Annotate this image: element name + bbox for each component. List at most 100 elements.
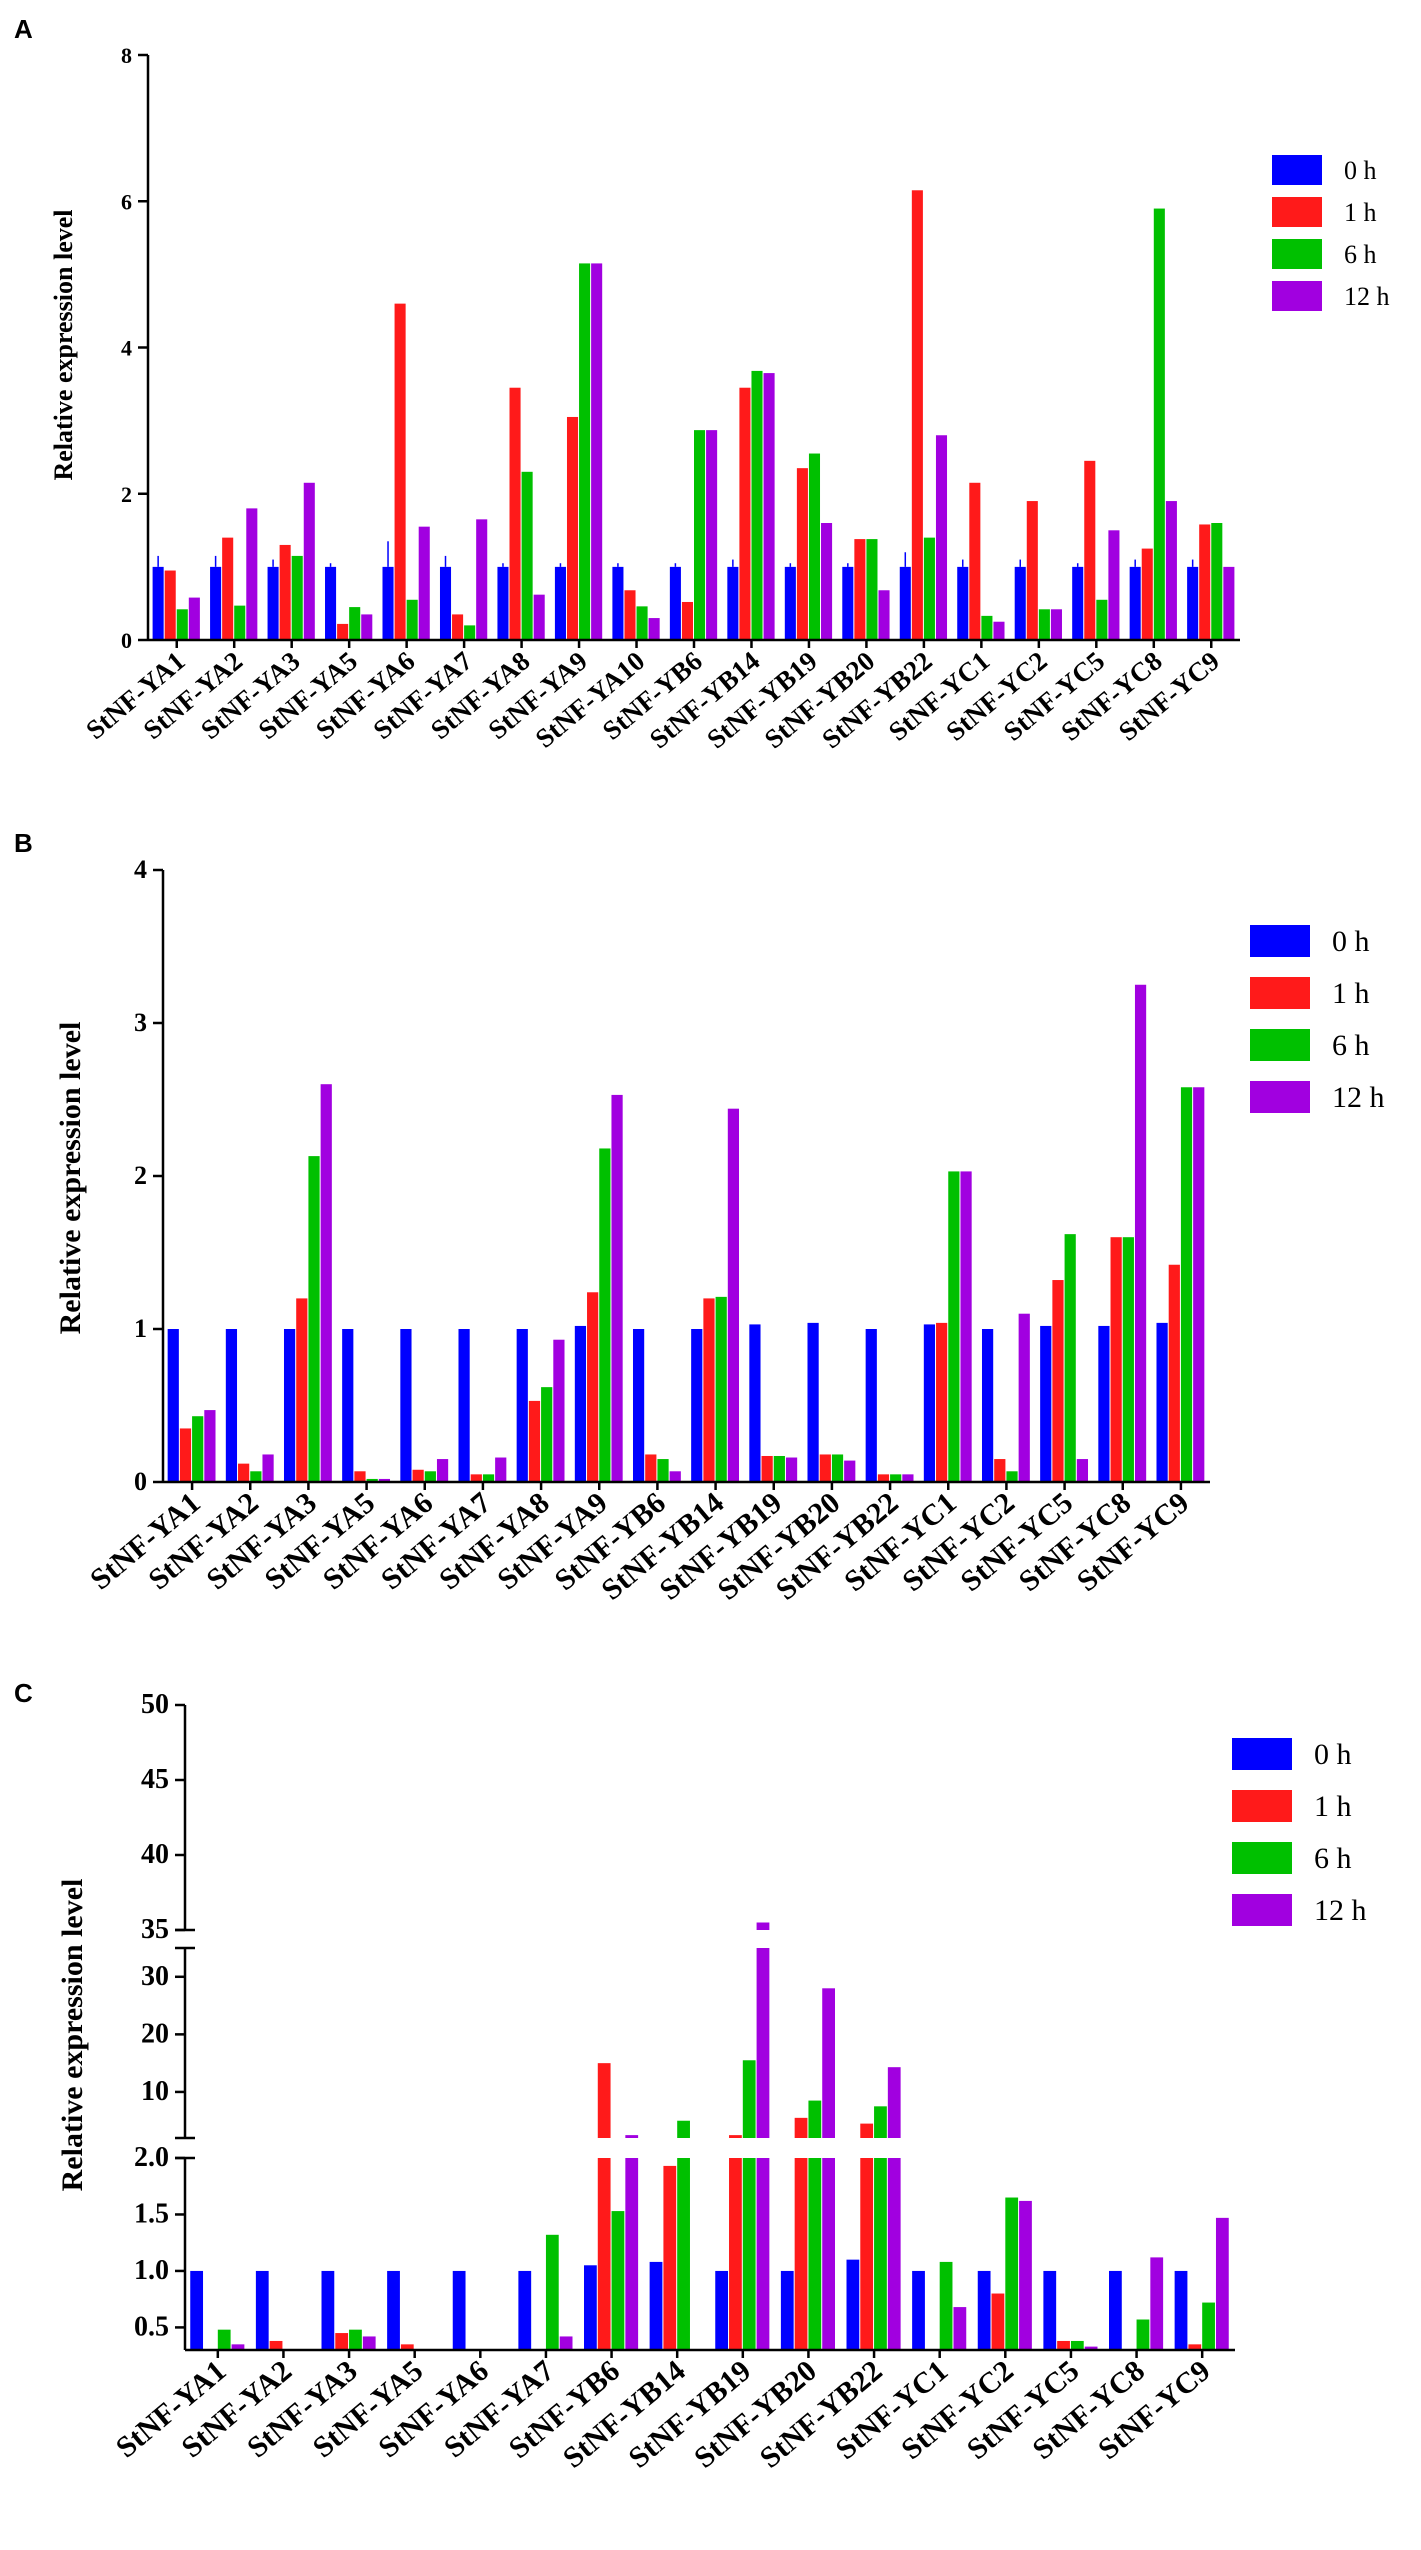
bar-1h-StNF-YC5 (1052, 1280, 1064, 1482)
bar-12h-StNF-YA5 (361, 614, 373, 640)
bar-1h-StNF-YC2 (1026, 501, 1038, 640)
bar-12h-StNF-YB6 (706, 430, 718, 640)
bar-6h-StNF-YA2 (234, 605, 246, 640)
y-tick-label: 0.5 (134, 2311, 169, 2342)
bar-1h-StNF-YB6 (597, 2158, 611, 2350)
bar-0h-StNF-YA5 (342, 1329, 354, 1482)
bar-6h-StNF-YB22 (923, 537, 935, 641)
y-tick-label: 10 (141, 2076, 169, 2107)
bar-12h-StNF-YC5 (1076, 1459, 1089, 1482)
bar-6h-StNF-YA8 (521, 471, 533, 640)
bar-12h-StNF-YC1 (993, 621, 1005, 640)
bar-6h-StNF-YC8 (1122, 1237, 1134, 1482)
legend-swatch-1h (1272, 197, 1322, 227)
bar-12h-StNF-YC8 (1134, 984, 1147, 1482)
bar-6h-StNF-YB14 (715, 1296, 727, 1482)
bar-0h-StNF-YA2 (225, 1329, 238, 1482)
bar-1h-StNF-YA8 (528, 1400, 541, 1482)
bar-6h-StNF-YB6 (657, 1459, 669, 1482)
bar-6h-StNF-YB6 (611, 2211, 625, 2350)
bar-1h-StNF-YA3 (296, 1298, 308, 1482)
bar-1h-StNF-YC8 (1110, 1237, 1122, 1482)
y-tick-label: 35 (141, 1914, 169, 1945)
bar-12h-StNF-YA3 (303, 482, 315, 640)
bar-0h-StNF-YA1 (190, 2270, 204, 2350)
bar-6h-StNF-YC9 (1180, 1087, 1193, 1482)
bar-0h-StNF-YC1 (957, 566, 969, 641)
bar-12h-StNF-YA8 (533, 594, 545, 640)
bar-1h-StNF-YB22-part1 (860, 2123, 874, 2138)
bar-12h-StNF-YB6 (669, 1471, 681, 1482)
bar-1h-StNF-YC8 (1141, 548, 1153, 640)
bar-0h-StNF-YA9 (574, 1325, 587, 1482)
bar-0h-StNF-YC9 (1156, 1322, 1168, 1482)
bar-0h-StNF-YC1 (912, 2270, 925, 2350)
bar-12h-StNF-YB6-part1 (625, 2135, 639, 2138)
bar-12h-StNF-YA3 (320, 1084, 332, 1482)
bar-6h-StNF-YB6 (694, 430, 706, 640)
y-tick-label: 6 (121, 189, 132, 214)
bar-12h-StNF-YB22 (935, 435, 948, 640)
bar-6h-StNF-YA8 (541, 1387, 553, 1482)
bar-0h-StNF-YB22 (865, 1329, 877, 1482)
bar-0h-StNF-YB6 (632, 1329, 645, 1482)
panel-letter: C (14, 1678, 33, 1708)
bar-6h-StNF-YA7 (545, 2234, 559, 2350)
bar-0h-StNF-YA3 (267, 566, 279, 641)
bar-12h-StNF-YB19 (821, 523, 833, 640)
bar-0h-StNF-YB14 (691, 1329, 703, 1482)
bar-0h-StNF-YA6 (452, 2270, 466, 2350)
bar-12h-StNF-YB14 (727, 1108, 740, 1482)
bar-0h-StNF-YB20 (780, 2270, 794, 2350)
bar-1h-StNF-YA1 (164, 570, 176, 640)
bar-1h-StNF-YB19 (796, 468, 808, 640)
bar-1h-StNF-YA5 (337, 623, 349, 640)
bar-1h-StNF-YA7 (470, 1474, 482, 1482)
bar-0h-StNF-YB19 (715, 2270, 729, 2350)
bar-12h-StNF-YA9 (611, 1094, 623, 1482)
bar-12h-StNF-YA8 (553, 1339, 565, 1482)
bar-0h-StNF-YA5 (387, 2270, 400, 2350)
bar-6h-StNF-YA1 (217, 2329, 231, 2350)
y-tick-label: 1.5 (134, 2198, 169, 2229)
bar-12h-StNF-YA9 (591, 263, 603, 640)
bar-12h-StNF-YB19 (756, 2158, 770, 2350)
legend-swatch-6h (1272, 239, 1322, 269)
legend-swatch-0h (1272, 155, 1322, 185)
bar-6h-StNF-YB19 (773, 1455, 785, 1482)
bar-12h-StNF-YC9 (1215, 2217, 1229, 2350)
legend-label: 0 h (1314, 1738, 1352, 1771)
y-tick-label: 45 (141, 1764, 169, 1795)
bar-1h-StNF-YB20 (794, 2158, 808, 2350)
y-tick-label: 20 (141, 2018, 169, 2049)
legend-label: 6 h (1332, 1029, 1370, 1062)
bar-1h-StNF-YA10 (624, 590, 636, 640)
bar-6h-StNF-YB14 (751, 370, 763, 640)
bar-6h-StNF-YA7 (482, 1474, 495, 1482)
bar-12h-StNF-YC8 (1150, 2257, 1164, 2350)
bar-12h-StNF-YB6 (625, 2158, 639, 2350)
panel-c: C Relative expression level 0.5 1.0 1.5 2.0 10… (14, 1678, 1367, 2475)
bar-0h-StNF-YB14 (649, 2261, 663, 2350)
legend-label: 0 h (1344, 156, 1377, 185)
legend-swatch-6h (1232, 1842, 1292, 1874)
bar-1h-StNF-YB20 (854, 539, 866, 640)
bar-1h-StNF-YA9 (587, 1292, 599, 1482)
legend-label: 12 h (1314, 1894, 1367, 1927)
bar-1h-StNF-YA2 (269, 2340, 283, 2350)
y-tick-label: 2 (134, 1161, 147, 1190)
bar-6h-StNF-YB14-part1 (677, 2120, 690, 2138)
legend-label: 6 h (1344, 240, 1377, 269)
bar-1h-StNF-YC9 (1168, 1264, 1180, 1482)
bar-6h-StNF-YB20-part1 (808, 2100, 822, 2138)
bar-12h-StNF-YA5 (378, 1478, 391, 1482)
bar-6h-StNF-YC1 (981, 615, 993, 640)
bar-6h-StNF-YC2 (1038, 609, 1050, 640)
bar-12h-StNF-YA7 (476, 519, 488, 640)
bar-0h-StNF-YA5 (325, 566, 337, 641)
bar-1h-StNF-YA1 (179, 1428, 192, 1482)
bar-6h-StNF-YB22-part1 (874, 2106, 887, 2138)
bar-6h-StNF-YB14 (677, 2158, 690, 2350)
